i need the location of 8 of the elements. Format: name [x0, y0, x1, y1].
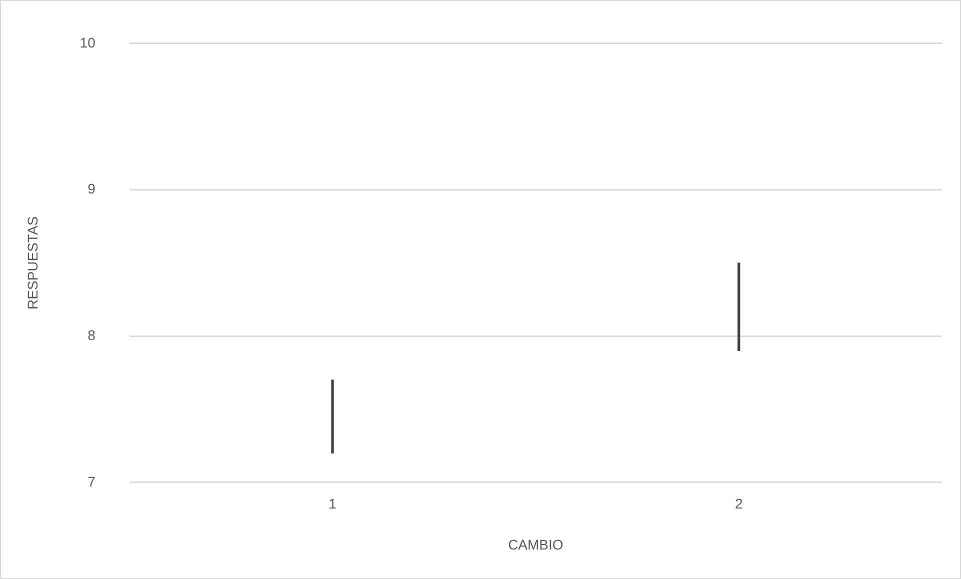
y-tick-label: 8	[88, 326, 96, 343]
y-tick-label: 9	[88, 180, 96, 197]
x-axis-title: CAMBIO	[508, 536, 564, 552]
x-tick-label: 1	[328, 496, 337, 512]
y-tick-label: 7	[88, 473, 96, 490]
y-tick-label: 10	[80, 34, 96, 50]
x-tick-label: 2	[734, 496, 743, 512]
y-axis-title: RESPUESTAS	[24, 216, 40, 310]
